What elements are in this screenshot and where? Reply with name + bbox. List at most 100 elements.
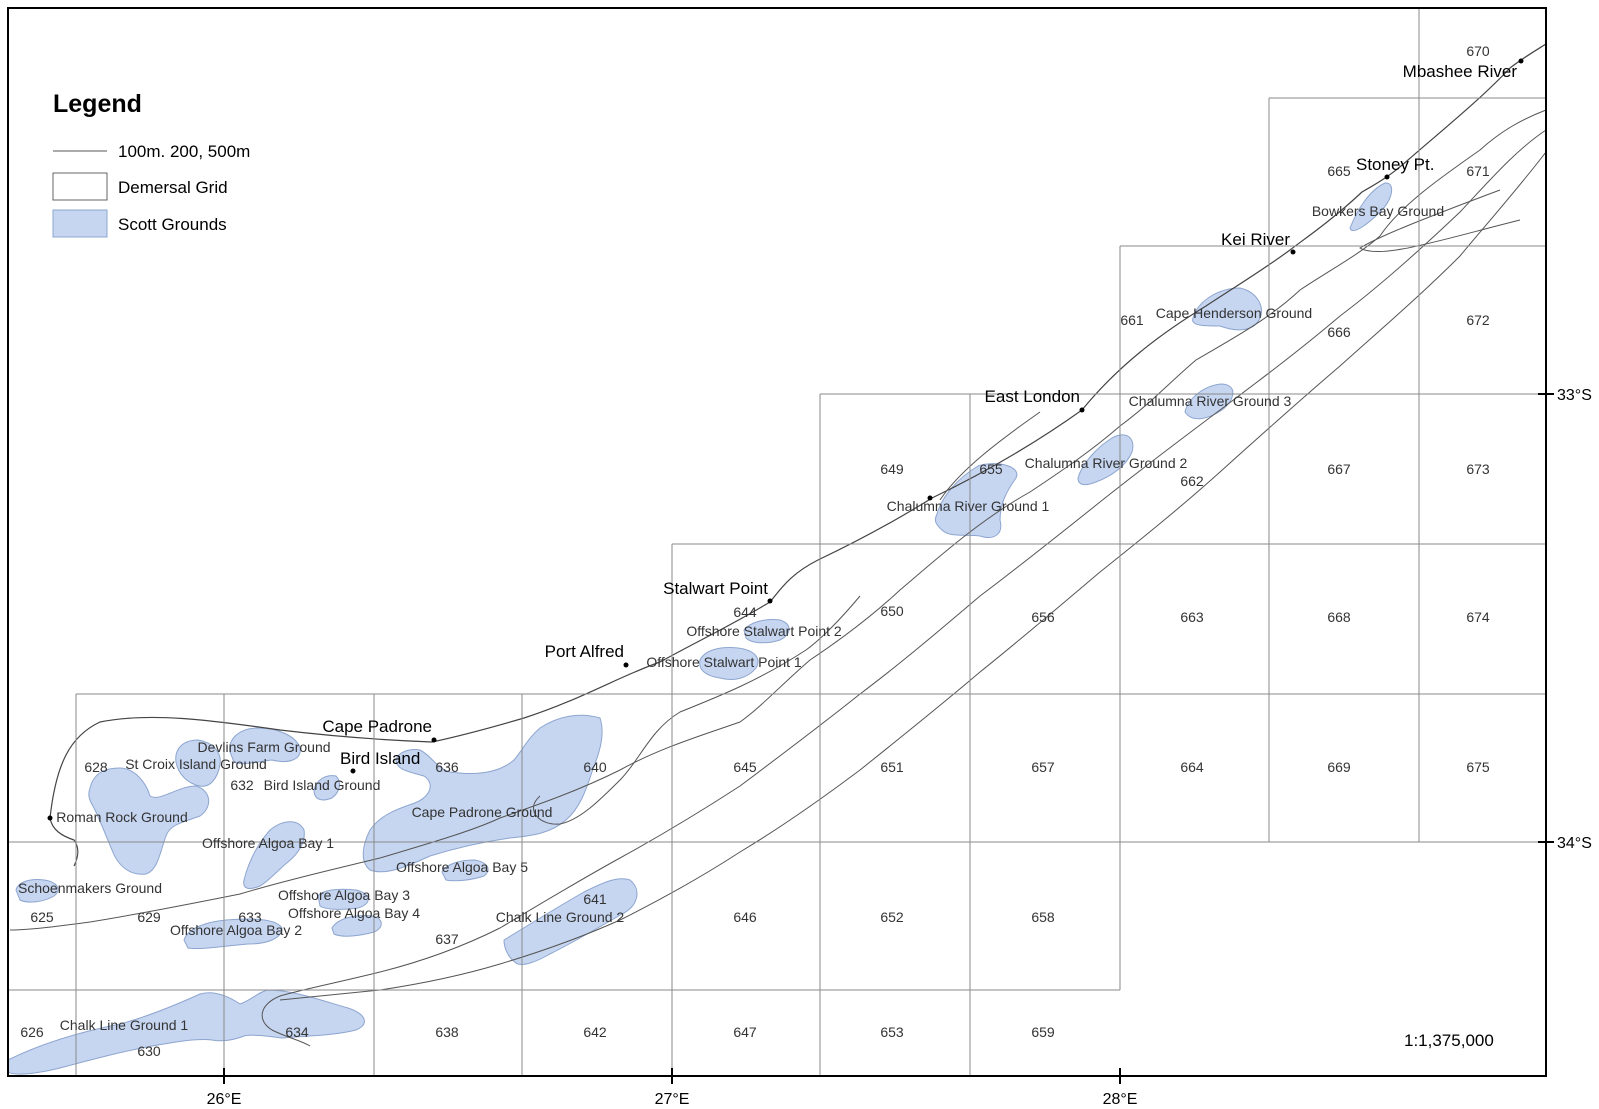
demersal-grid [8,8,1546,1076]
place-label-mbashee-river: Mbashee River [1403,62,1518,81]
place-label-east-london: East London [985,387,1080,406]
place-marker [767,598,773,604]
ground-labels: Bowkers Bay Ground Cape Henderson Ground… [18,203,1444,1033]
ground-schoenmakers [15,879,59,903]
x-tick-label: 27°E [655,1091,690,1108]
place-label-cape-padrone: Cape Padrone [322,717,432,736]
ground-label: Chalk Line Ground 2 [496,909,625,925]
legend-title: Legend [53,90,142,118]
map-scale: 1:1,375,000 [1404,1031,1494,1050]
cell-label: 640 [583,759,607,775]
contour-500m [279,151,1547,1001]
cell-label: 629 [137,909,161,925]
cell-label: 675 [1466,759,1490,775]
cell-label: 628 [84,759,108,775]
cell-label: 653 [880,1024,904,1040]
legend-ground-swatch [52,209,108,238]
cell-label: 658 [1031,909,1055,925]
ground-bowkers-bay [1349,182,1393,232]
x-tick-label: 28°E [1103,1091,1138,1108]
place-marker [350,768,356,774]
cell-label: 662 [1180,473,1204,489]
cell-label: 634 [285,1024,309,1040]
place-label-stalwart-point: Stalwart Point [663,579,768,598]
place-label-kei-river: Kei River [1221,230,1290,249]
place-label-stoney-pt: Stoney Pt. [1356,155,1434,174]
legend-grid-swatch [52,172,108,201]
place-marker [431,737,437,743]
cell-label: 656 [1031,609,1055,625]
cell-label: 673 [1466,461,1490,477]
ground-label: Offshore Algoa Bay 5 [396,859,528,875]
ground-label: Offshore Algoa Bay 1 [202,835,334,851]
ground-chalk-line-2 [503,878,638,965]
cell-label: 652 [880,909,904,925]
legend: Legend 100m. 200, 500m Demersal Grid Sco… [52,90,250,238]
cell-label: 661 [1120,312,1144,328]
cell-label: 671 [1466,163,1490,179]
cell-label: 625 [30,909,54,925]
ground-chalumna-2 [1077,434,1134,486]
cell-label: 665 [1327,163,1351,179]
contour-100m [9,109,1547,931]
ground-label: St Croix Island Ground [125,756,267,772]
map-frame [7,7,1547,1077]
ground-label: Roman Rock Ground [56,809,188,825]
cell-label: 651 [880,759,904,775]
y-tick-label: 33°S [1557,387,1592,404]
place-marker [1518,58,1524,64]
ground-devlins-farm [229,727,301,765]
contour-200m [261,129,1547,1047]
ground-label: Cape Henderson Ground [1156,305,1312,321]
ground-label: Offshore Algoa Bay 4 [288,905,420,921]
cell-label: 630 [137,1043,161,1059]
place-marker [1079,407,1085,413]
cell-label: 655 [979,461,1003,477]
cell-label: 642 [583,1024,607,1040]
ground-chalk-line-1 [7,989,365,1075]
ground-offshore-algoa-3 [317,888,369,910]
ground-offshore-algoa-2 [183,918,283,949]
ground-bird-island [313,775,340,801]
ground-label: Chalumna River Ground 2 [1025,455,1188,471]
ground-label: Chalk Line Ground 1 [60,1017,189,1033]
place-marker [1290,249,1296,255]
cell-label: 657 [1031,759,1055,775]
ground-chalumna-1 [934,463,1018,538]
ground-label: Offshore Stalwart Point 2 [686,623,842,639]
legend-item-demersal-grid: Demersal Grid [118,178,228,197]
cell-label: 641 [583,891,607,907]
cell-label: 663 [1180,609,1204,625]
cell-label: 637 [435,931,459,947]
cell-label: 638 [435,1024,459,1040]
ground-label: Offshore Algoa Bay 2 [170,922,302,938]
ground-offshore-stalwart-1 [699,647,759,681]
place-marker [47,815,53,821]
ground-label: Bird Island Ground [264,777,381,793]
x-tick-label: 26°E [207,1091,242,1108]
ground-label: Offshore Algoa Bay 3 [278,887,410,903]
cell-label: 664 [1180,759,1204,775]
grid-cell-numbers: 670 671 665 672 666 661 667 673 649 655 … [20,43,1490,1059]
place-label-bird-island: Bird Island [340,749,420,768]
cell-label: 670 [1466,43,1490,59]
ground-label: Cape Padrone Ground [412,804,553,820]
cell-label: 672 [1466,312,1490,328]
cell-label: 667 [1327,461,1351,477]
cell-label: 632 [230,777,254,793]
ground-cape-padrone [362,714,603,873]
ground-offshore-algoa-5 [441,859,489,882]
contour-inner-sand [533,189,1521,825]
cell-label: 633 [238,909,262,925]
coastline-contours-layer [9,43,1547,1047]
ground-st-croix [175,739,221,787]
axis-ticks: 26°E 27°E 28°E 33°S 34°S [207,387,1592,1108]
ground-offshore-algoa-1 [243,821,305,889]
ground-label: Chalumna River Ground 3 [1129,393,1292,409]
scott-grounds-layer [7,182,1393,1075]
cell-label: 645 [733,759,757,775]
ground-label: Chalumna River Ground 1 [887,498,1050,514]
ground-roman-rock [88,767,210,875]
cell-label: 668 [1327,609,1351,625]
cell-label: 626 [20,1024,44,1040]
